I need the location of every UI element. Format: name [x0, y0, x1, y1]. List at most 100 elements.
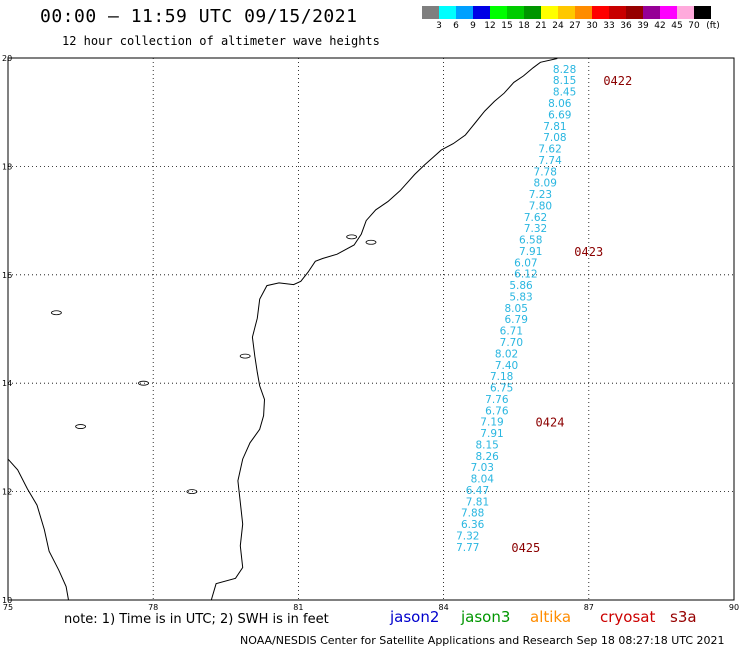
- color-swatch: [524, 6, 541, 19]
- time-label: 0425: [511, 541, 540, 555]
- footnote: note: 1) Time is in UTC; 2) SWH is in fe…: [64, 612, 329, 627]
- color-swatch: [439, 6, 456, 19]
- wave-height-label: 6.47: [466, 485, 489, 497]
- satellite-cryosat: cryosat: [600, 608, 656, 626]
- island-outline: [75, 424, 86, 429]
- wave-height-label: 7.77: [456, 542, 479, 554]
- color-scale-tick: 21: [535, 21, 547, 31]
- color-scale-tick: 30: [586, 21, 598, 31]
- wave-height-label: 7.08: [543, 132, 566, 144]
- wave-height-label: 6.75: [490, 383, 513, 395]
- color-scale-tick: 70: [688, 21, 700, 31]
- color-scale-tick: 42: [654, 21, 666, 31]
- x-tick-label: 87: [584, 603, 594, 612]
- x-tick-label: 90: [729, 603, 739, 612]
- y-tick-label: 16: [2, 271, 12, 280]
- chart-subtitle: 12 hour collection of altimeter wave hei…: [62, 34, 380, 48]
- color-swatch: [541, 6, 558, 19]
- y-tick-label: 20: [2, 54, 12, 63]
- wave-height-label: 7.62: [538, 144, 561, 156]
- wave-height-label: 8.06: [548, 98, 572, 110]
- color-scale-tick: 18: [518, 21, 530, 31]
- wave-height-label: 7.81: [543, 121, 566, 133]
- wave-height-label: 6.79: [505, 314, 528, 326]
- wave-height-label: 5.83: [509, 291, 532, 303]
- wave-height-label: 7.78: [534, 166, 557, 178]
- y-tick-label: 18: [2, 162, 12, 171]
- color-swatch: [643, 6, 660, 19]
- wave-height-label: 8.15: [553, 75, 576, 87]
- x-tick-label: 78: [148, 603, 158, 612]
- color-scale-legend: [422, 6, 711, 20]
- satellite-jason3: jason3: [461, 608, 511, 626]
- color-swatch: [677, 6, 694, 19]
- color-swatch: [592, 6, 609, 19]
- wave-height-label: 8.09: [534, 178, 557, 190]
- wave-height-label: 7.03: [471, 462, 494, 474]
- wave-height-label: 7.81: [466, 496, 489, 508]
- wave-height-label: 7.40: [495, 360, 518, 372]
- color-scale-tick: 33: [603, 21, 615, 31]
- island-outline: [365, 239, 377, 245]
- time-label: 0424: [536, 416, 565, 430]
- satellite-s3a: s3a: [670, 608, 697, 626]
- color-scale-tick: 3: [436, 21, 442, 31]
- east-coastline: [210, 58, 558, 601]
- wave-height-label: 7.91: [519, 246, 542, 258]
- wave-height-label: 7.91: [480, 428, 503, 440]
- wave-height-label: 6.36: [461, 519, 485, 531]
- color-swatch: [626, 6, 643, 19]
- color-swatch: [507, 6, 524, 19]
- color-scale-tick: 36: [620, 21, 632, 31]
- color-swatch: [609, 6, 626, 19]
- wave-height-label: 8.04: [471, 474, 495, 486]
- wave-height-label: 8.26: [475, 451, 499, 463]
- wave-height-label: 6.58: [519, 235, 542, 247]
- wave-height-label: 6.07: [514, 257, 537, 269]
- wave-height-label: 8.45: [553, 87, 576, 99]
- wave-height-label: 7.70: [500, 337, 523, 349]
- wave-height-label: 8.02: [495, 348, 518, 360]
- color-swatch: [694, 6, 711, 19]
- color-swatch: [490, 6, 507, 19]
- wave-height-label: 7.19: [480, 417, 503, 429]
- color-swatch: [456, 6, 473, 19]
- wave-height-label: 6.76: [485, 405, 509, 417]
- x-tick-label: 81: [293, 603, 303, 612]
- color-scale-tick: 27: [569, 21, 581, 31]
- color-scale-tick: 15: [501, 21, 513, 31]
- y-tick-label: 14: [2, 379, 12, 388]
- island-outline: [239, 353, 251, 359]
- wave-height-label: 7.32: [524, 223, 547, 235]
- time-label: 0423: [574, 245, 603, 259]
- wave-height-label: 7.23: [529, 189, 552, 201]
- color-scale-tick: 9: [470, 21, 476, 31]
- west-coastline: [7, 458, 69, 601]
- color-scale-unit: (ft): [706, 21, 720, 31]
- island-outline: [186, 489, 198, 495]
- color-swatch: [558, 6, 575, 19]
- x-tick-label: 84: [439, 603, 449, 612]
- color-swatch: [575, 6, 592, 19]
- color-scale-tick: 45: [671, 21, 683, 31]
- wave-height-label: 7.80: [529, 200, 552, 212]
- chart-title: 00:00 – 11:59 UTC 09/15/2021: [40, 6, 358, 27]
- wave-height-label: 7.76: [485, 394, 509, 406]
- wave-height-label: 6.12: [514, 269, 537, 281]
- island-outline: [346, 234, 358, 240]
- color-scale-tick: 12: [484, 21, 496, 31]
- wave-height-label: 6.69: [548, 109, 571, 121]
- time-label: 0422: [603, 74, 632, 88]
- wave-height-label: 6.71: [500, 326, 523, 338]
- wave-height-label: 7.88: [461, 508, 484, 520]
- y-tick-label: 10: [2, 596, 12, 605]
- island-outline: [138, 380, 149, 386]
- plot-frame: [7, 57, 735, 601]
- wave-height-label: 5.86: [509, 280, 533, 292]
- color-swatch: [422, 6, 439, 19]
- wave-height-label: 7.74: [538, 155, 562, 167]
- wave-height-label: 7.32: [456, 531, 479, 543]
- wave-height-label: 8.05: [505, 303, 528, 315]
- x-tick-label: 75: [3, 603, 13, 612]
